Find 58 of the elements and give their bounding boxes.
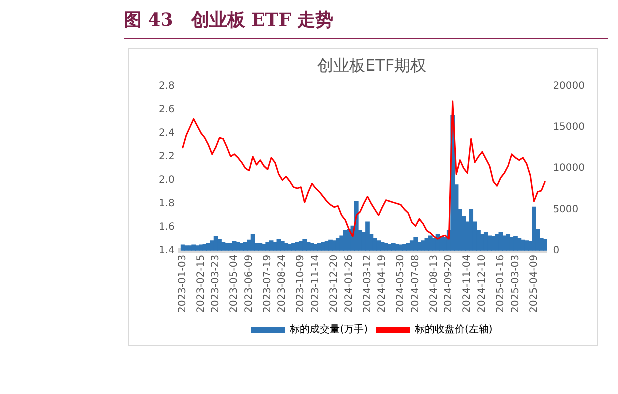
- legend-label: 标的成交量(万手): [289, 324, 368, 336]
- y-tick-label: 1.8: [158, 198, 175, 210]
- y2-tick-label: 5000: [553, 204, 579, 216]
- x-tick-label: 2023-05-04: [229, 254, 240, 314]
- x-tick-label: 2023-12-20: [329, 254, 340, 314]
- y2-tick-label: 20000: [553, 80, 585, 92]
- bar: [421, 240, 426, 251]
- x-tick-label: 2023-11-14: [310, 254, 322, 314]
- x-tick-label: 2024-05-30: [396, 254, 407, 314]
- x-tick-label: 2023-07-19: [262, 254, 274, 314]
- x-tick-label: 2023-08-24: [277, 254, 288, 314]
- bar: [432, 238, 437, 251]
- x-tick-label: 2023-03-23: [210, 254, 222, 314]
- x-tick-label: 2024-07-08: [410, 254, 422, 314]
- bar: [210, 240, 215, 251]
- y-tick-label: 2.6: [158, 104, 175, 116]
- bar: [514, 236, 518, 251]
- y2-tick-label: 15000: [553, 122, 585, 133]
- y2-tick-label: 0: [553, 245, 560, 256]
- x-tick-label: 2023-06-09: [244, 254, 255, 314]
- bar: [469, 209, 474, 251]
- bar: [376, 240, 382, 251]
- y-tick-label: 1.4: [158, 245, 175, 256]
- x-tick-label: 2024-04-19: [377, 254, 388, 314]
- bar: [414, 237, 418, 251]
- x-tick-label: 2025-04-09: [528, 254, 540, 314]
- bar: [284, 243, 289, 251]
- y-tick-label: 2.4: [158, 128, 175, 139]
- bar: [524, 240, 530, 251]
- bar: [488, 236, 492, 251]
- bar: [302, 239, 308, 251]
- x-tick-label: 2023-02-15: [196, 254, 207, 314]
- bar: [218, 239, 222, 251]
- y-tick-label: 1.6: [158, 222, 175, 233]
- chart-title: 图 43 创业板 ETF 走势: [124, 8, 608, 39]
- x-tick-label: 2024-09-20: [444, 254, 455, 314]
- y-tick-label: 2.0: [158, 174, 175, 186]
- y2-tick-label: 10000: [553, 163, 585, 174]
- bar: [310, 243, 314, 251]
- bar: [506, 234, 511, 251]
- x-tick-label: 2023-10-09: [296, 254, 307, 314]
- x-tick-label: 2024-03-12: [362, 254, 374, 314]
- x-tick-label: 2025-03-03: [510, 254, 522, 314]
- x-tick-label: 2024-08-13: [428, 254, 440, 314]
- bar: [384, 243, 388, 251]
- bar: [366, 222, 370, 251]
- y-tick-label: 2.8: [158, 80, 175, 92]
- x-tick-label: 2024-11-04: [462, 254, 474, 314]
- x-tick-label: 2024-12-10: [477, 254, 488, 314]
- x-tick-label: 2024-01-26: [344, 254, 355, 314]
- x-tick-label: 2025-01-16: [496, 254, 507, 314]
- x-tick-label: 2023-01-03: [177, 254, 188, 314]
- bar: [532, 206, 536, 251]
- chart-subtitle: 创业板ETF期权: [317, 56, 427, 75]
- legend-label: 标的收盘价(左轴): [414, 324, 493, 336]
- bar: [495, 234, 500, 251]
- y-tick-label: 2.2: [158, 151, 175, 162]
- bar: [543, 239, 548, 251]
